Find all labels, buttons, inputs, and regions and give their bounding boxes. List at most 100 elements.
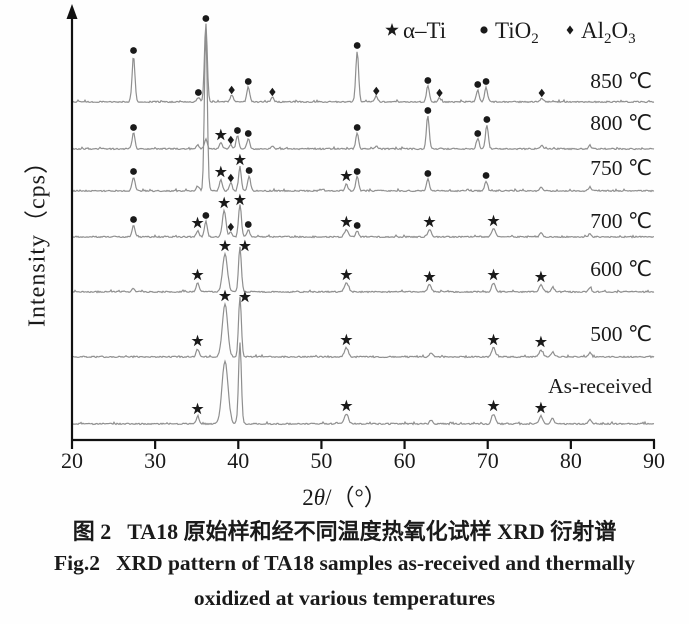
- y-axis-label: Intensity（cps）: [24, 149, 51, 327]
- alpha-ti-star-marker: [340, 215, 353, 228]
- alpha-ti-star-marker: [340, 399, 353, 412]
- caption-chinese: 图 2 TA18 原始样和经不同温度热氧化试样 XRD 衍射谱: [0, 514, 689, 546]
- alpha-ti-star-marker: [214, 165, 227, 178]
- al2o3-diamond-marker: [436, 88, 443, 98]
- alpha-ti-star-marker: [534, 335, 547, 348]
- x-tick-label: 60: [394, 448, 416, 473]
- tio2-circle-marker: [202, 212, 210, 219]
- al2o3-diamond-marker: [269, 87, 276, 97]
- caption-chinese-text: TA18 原始样和经不同温度热氧化试样 XRD 衍射谱: [127, 519, 617, 544]
- tio2-circle-marker: [353, 222, 361, 229]
- tio2-circle-marker: [424, 77, 432, 84]
- alpha-ti-star-marker: [423, 270, 436, 283]
- series-label-600-℃: 600 ℃: [590, 257, 652, 281]
- series-label-750-℃: 750 ℃: [590, 156, 652, 180]
- al2o3-diamond-marker: [227, 173, 235, 183]
- al2o3-diamond-marker: [373, 86, 380, 96]
- tio2-circle-marker: [482, 172, 490, 179]
- alpha-ti-star-marker: [238, 239, 251, 252]
- y-axis-arrow: [66, 4, 78, 19]
- alpha-ti-star-marker: [238, 290, 251, 303]
- x-tick-label: 30: [144, 448, 166, 473]
- tio2-circle-marker: [244, 221, 252, 228]
- tio2-circle-marker: [130, 124, 137, 131]
- tio2-circle-marker: [353, 42, 361, 49]
- x-axis-label-pre: 2: [302, 485, 314, 510]
- tio2-circle-marker: [194, 89, 202, 96]
- caption-english-tag: Fig.2: [54, 551, 101, 575]
- tio2-circle-marker: [353, 168, 361, 175]
- tio2-circle-marker: [482, 78, 490, 85]
- alpha-ti-star-marker: [340, 333, 353, 346]
- tio2-circle-marker: [130, 168, 137, 175]
- series-label-700-℃: 700 ℃: [590, 209, 652, 233]
- x-tick-label: 50: [310, 448, 332, 473]
- alpha-ti-star-marker: [218, 239, 232, 252]
- alpha-ti-star-marker: [534, 401, 547, 414]
- x-axis-label-theta: θ: [313, 485, 326, 510]
- caption-chinese-tag: 图 2: [72, 519, 112, 544]
- alpha-ti-star-marker: [191, 268, 204, 281]
- caption-english-line1: Fig.2 XRD pattern of TA18 samples as-rece…: [0, 551, 689, 576]
- alpha-ti-star-marker: [487, 399, 500, 412]
- trace-as-received: [71, 342, 655, 426]
- tio2-circle-marker: [244, 78, 252, 85]
- tio2-circle-marker: [353, 124, 361, 131]
- tio2-circle-marker: [474, 81, 482, 88]
- alpha-ti-star-marker: [214, 128, 227, 141]
- tio2-circle-marker: [245, 167, 253, 174]
- legend-star-icon: [385, 23, 399, 36]
- tio2-circle-marker: [244, 130, 252, 137]
- x-tick-label: 20: [61, 448, 83, 473]
- legend-label-1: TiO2​: [495, 18, 539, 47]
- x-tick-label: 90: [643, 448, 665, 473]
- alpha-ti-star-marker: [534, 270, 547, 283]
- caption-english-text: XRD pattern of TA18 samples as-received …: [116, 551, 635, 575]
- trace-850-℃: [71, 23, 655, 104]
- tio2-circle-marker: [130, 216, 137, 223]
- alpha-ti-star-marker: [340, 169, 353, 182]
- alpha-ti-star-marker: [340, 268, 353, 281]
- alpha-ti-star-marker: [233, 153, 246, 166]
- legend-diamond-icon: [566, 25, 574, 35]
- legend-circle-icon: [480, 26, 488, 34]
- al2o3-diamond-marker: [227, 135, 235, 145]
- tio2-circle-marker: [474, 130, 482, 137]
- legend-label-0: α–Ti: [403, 18, 446, 43]
- tio2-circle-marker: [130, 47, 137, 54]
- x-tick-label: 40: [227, 448, 249, 473]
- series-label-as-received: As-received: [548, 374, 652, 398]
- trace-800-℃: [71, 115, 655, 151]
- trace-750-℃: [71, 28, 655, 193]
- x-axis-label: 2θ/（°）: [0, 478, 689, 512]
- tio2-circle-marker: [424, 107, 432, 114]
- alpha-ti-star-marker: [487, 333, 500, 346]
- tio2-circle-marker: [483, 116, 491, 123]
- x-tick-label: 80: [560, 448, 582, 473]
- alpha-ti-star-marker: [191, 334, 204, 347]
- alpha-ti-star-marker: [487, 214, 500, 227]
- alpha-ti-star-marker: [487, 268, 500, 281]
- alpha-ti-star-marker: [233, 193, 246, 206]
- x-axis-label-post: /（°）: [325, 485, 387, 510]
- trace-600-℃: [71, 246, 655, 294]
- series-label-800-℃: 800 ℃: [590, 111, 652, 135]
- series-label-850-℃: 850 ℃: [590, 69, 652, 93]
- al2o3-diamond-marker: [538, 88, 545, 98]
- x-tick-label: 70: [477, 448, 499, 473]
- alpha-ti-star-marker: [218, 196, 231, 209]
- alpha-ti-star-marker: [218, 289, 232, 302]
- alpha-ti-star-marker: [191, 402, 204, 415]
- trace-500-℃: [71, 296, 655, 359]
- al2o3-diamond-marker: [228, 85, 235, 95]
- tio2-circle-marker: [424, 170, 432, 177]
- tio2-circle-marker: [234, 127, 241, 134]
- legend-label-2: Al2​O3​: [581, 18, 636, 47]
- series-label-500-℃: 500 ℃: [590, 322, 652, 346]
- caption-english-line2: oxidized at various temperatures: [193, 586, 496, 610]
- xrd-plot-canvas: 850 ℃ 800 ℃ 750 ℃ 700 ℃ 600 ℃ 500 ℃ As-receive…: [61, 4, 665, 473]
- trace-700-℃: [72, 204, 655, 239]
- tio2-circle-marker: [202, 15, 210, 22]
- alpha-ti-star-marker: [191, 216, 204, 229]
